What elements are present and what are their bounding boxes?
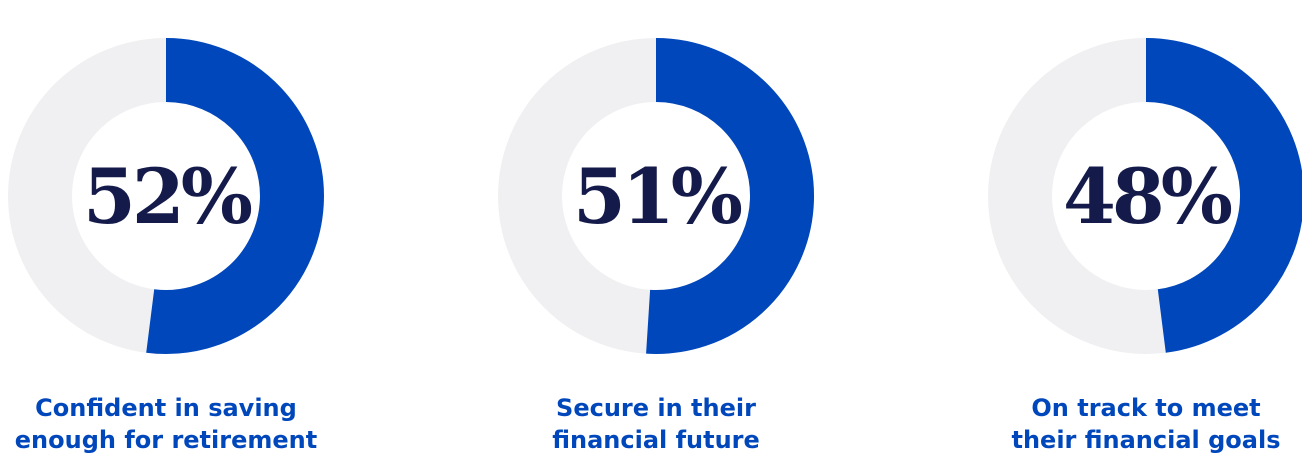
donut-chart-2: 51%	[498, 38, 814, 354]
donut-caption-line-2: enough for retirement	[14, 426, 318, 454]
donut-caption-line-2: financial future	[552, 426, 760, 454]
donut-chart-1: 52%	[8, 38, 324, 354]
donut-caption-line-2: their financial goals	[1011, 426, 1281, 454]
donut-value-label: 48%	[1063, 152, 1232, 241]
donut-value-arc	[146, 38, 324, 354]
donut-panel-3: 48% On track to meet their financial goa…	[981, 0, 1302, 454]
donut-value-arc	[1145, 38, 1302, 353]
donut-panel-2: 51% Secure in their financial future	[491, 0, 821, 454]
donut-caption-line-1: Secure in their	[556, 394, 756, 422]
donut-value-label: 52%	[83, 152, 252, 241]
donut-caption-line-1: On track to meet	[1031, 394, 1261, 422]
donut-caption: Secure in their financial future	[471, 392, 841, 456]
donut-value-label: 51%	[573, 152, 742, 241]
donut-caption-line-1: Confident in saving	[35, 394, 297, 422]
donut-caption: On track to meet their financial goals	[961, 392, 1302, 456]
donut-chart-3: 48%	[988, 38, 1302, 354]
donut-panel-1: 52% Confident in saving enough for retir…	[1, 0, 331, 454]
donut-value-arc	[646, 38, 814, 354]
donut-caption: Confident in saving enough for retiremen…	[0, 392, 351, 456]
